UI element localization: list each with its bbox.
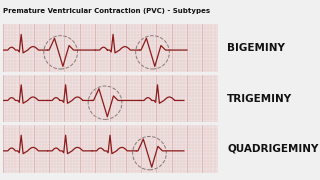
Text: TRIGEMINY: TRIGEMINY	[227, 94, 292, 104]
Text: Premature Ventricular Contraction (PVC) - Subtypes: Premature Ventricular Contraction (PVC) …	[3, 8, 210, 14]
Text: BIGEMINY: BIGEMINY	[227, 43, 285, 53]
Text: QUADRIGEMINY: QUADRIGEMINY	[227, 144, 319, 154]
